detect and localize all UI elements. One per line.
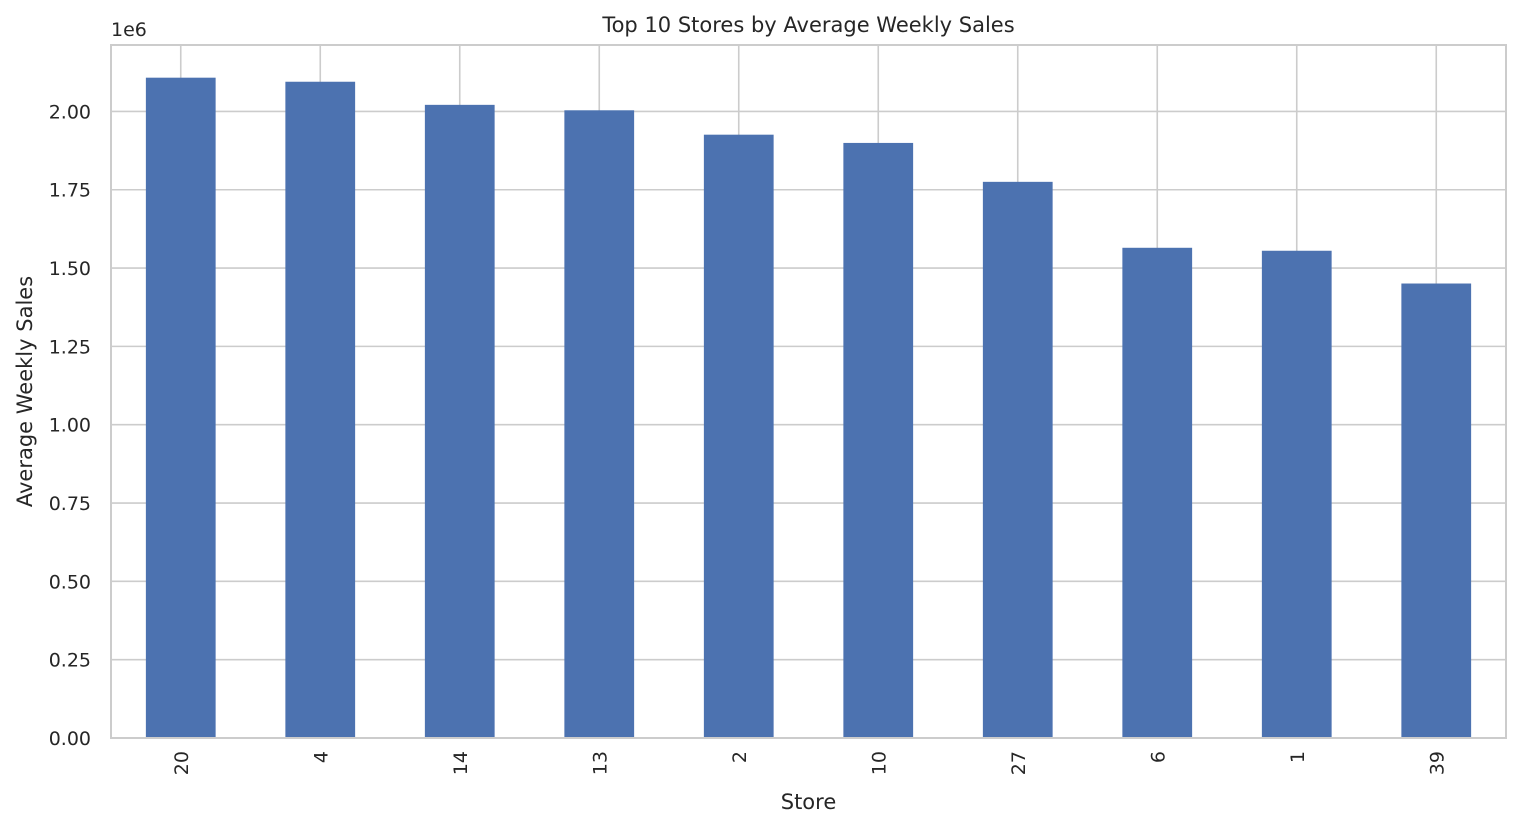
bar-store-14 — [424, 104, 495, 738]
bar-store-1 — [1261, 250, 1332, 738]
x-tick-label: 27 — [1008, 751, 1030, 775]
y-tick-label: 0.00 — [49, 728, 91, 750]
y-tick-label: 1.50 — [49, 258, 91, 280]
y-tick-label: 0.25 — [49, 650, 91, 672]
y-tick-label: 0.75 — [49, 493, 91, 515]
y-tick-label: 1.25 — [49, 336, 91, 358]
x-tick-label: 10 — [868, 751, 890, 775]
x-tick-label: 2 — [729, 751, 751, 763]
y-axis-title: Average Weekly Sales — [13, 276, 37, 507]
x-tick-label: 14 — [450, 751, 472, 775]
bar-store-27 — [982, 181, 1053, 738]
x-tick-label: 1 — [1287, 751, 1309, 763]
x-tick-labels: 20 4 14 13 2 10 27 6 1 39 — [171, 751, 1449, 775]
plot-frame — [110, 44, 1507, 739]
bar-store-4 — [285, 81, 356, 738]
x-tick-label: 13 — [589, 751, 611, 775]
y-tick-label: 0.50 — [49, 571, 91, 593]
x-tick-label: 4 — [310, 751, 332, 763]
x-axis-title: Store — [781, 790, 837, 814]
y-offset-label: 1e6 — [111, 19, 147, 41]
bars-layer — [145, 77, 1472, 739]
chart-title: Top 10 Stores by Average Weekly Sales — [601, 13, 1014, 37]
y-tick-label: 1.75 — [49, 180, 91, 202]
bar-store-20 — [145, 77, 216, 738]
y-tick-label: 2.00 — [49, 101, 91, 123]
bar-store-10 — [843, 142, 914, 738]
bar-store-39 — [1401, 283, 1472, 738]
x-tick-label: 20 — [171, 751, 193, 775]
y-tick-label: 1.00 — [49, 415, 91, 437]
bar-store-6 — [1122, 247, 1193, 738]
bar-store-2 — [703, 134, 774, 739]
bar-store-13 — [564, 110, 635, 738]
x-tick-label: 6 — [1147, 751, 1169, 763]
x-tick-label: 39 — [1426, 751, 1448, 775]
y-tick-labels: 0.00 0.25 0.50 0.75 1.00 1.25 1.50 1.75 2.00 — [49, 101, 91, 750]
